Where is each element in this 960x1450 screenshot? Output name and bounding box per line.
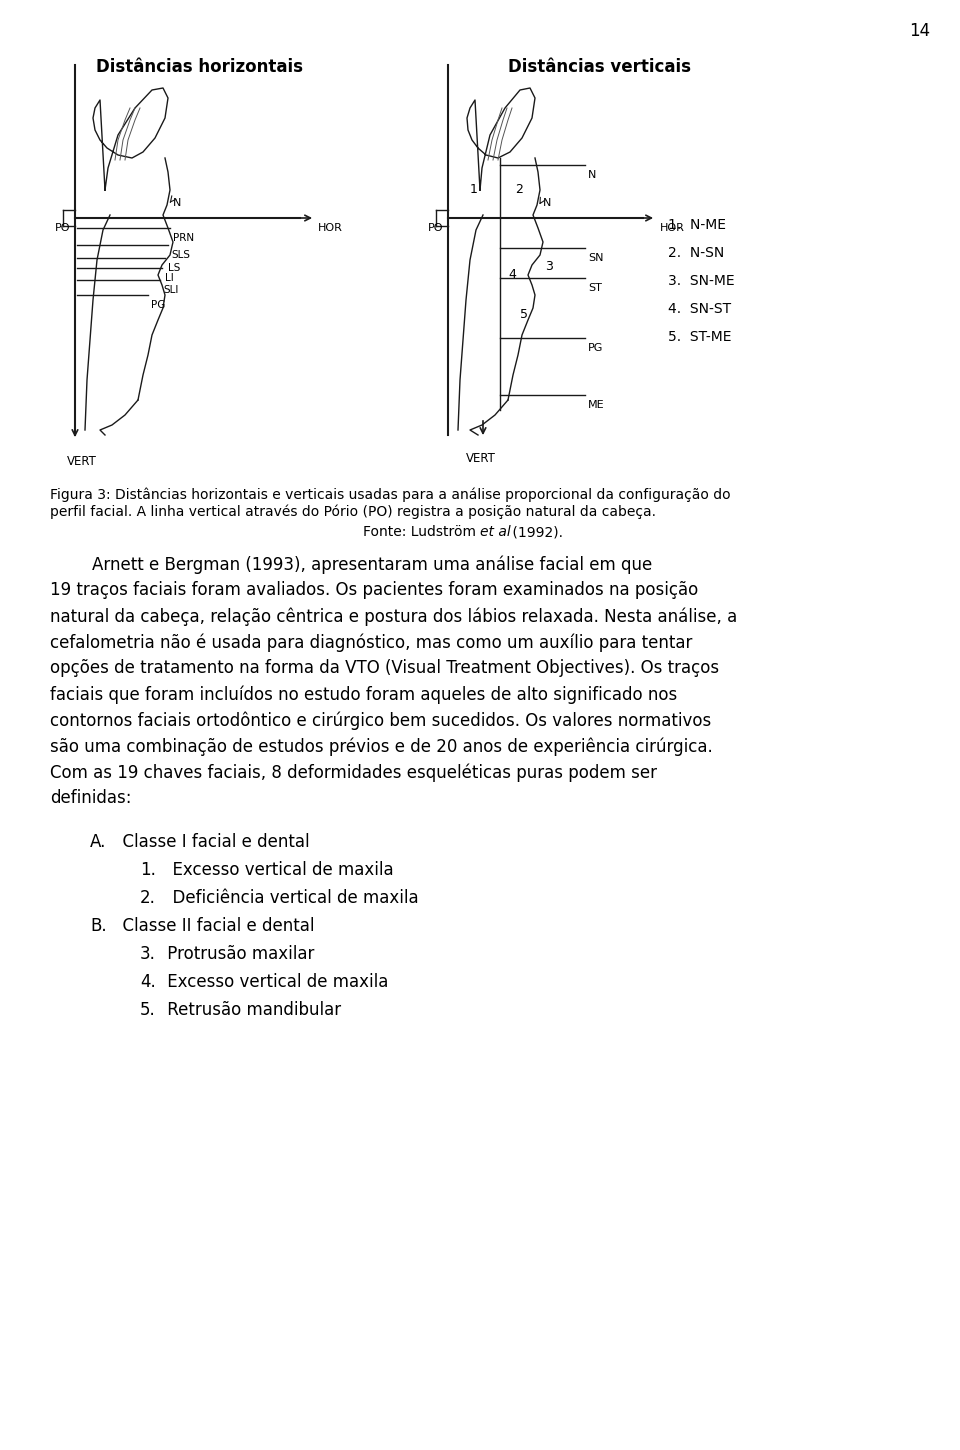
Text: Classe II facial e dental: Classe II facial e dental — [112, 916, 315, 935]
Text: 5: 5 — [520, 307, 528, 320]
Text: ME: ME — [588, 400, 605, 410]
Text: SLS: SLS — [171, 249, 190, 260]
Text: Retrusão mandibular: Retrusão mandibular — [162, 1000, 341, 1019]
Text: 1.  N-ME: 1. N-ME — [668, 218, 726, 232]
Text: 14: 14 — [909, 22, 930, 41]
Text: 1: 1 — [470, 183, 478, 196]
Text: opções de tratamento na forma da VTO (Visual Treatment Objectives). Os traços: opções de tratamento na forma da VTO (Vi… — [50, 658, 719, 677]
Text: Deficiência vertical de maxila: Deficiência vertical de maxila — [162, 889, 419, 908]
Text: Fonte: Ludström: Fonte: Ludström — [363, 525, 480, 539]
Text: Com as 19 chaves faciais, 8 deformidades esqueléticas puras podem ser: Com as 19 chaves faciais, 8 deformidades… — [50, 763, 657, 782]
Text: Distâncias verticais: Distâncias verticais — [509, 58, 691, 75]
Text: B.: B. — [90, 916, 107, 935]
Text: 2: 2 — [515, 183, 523, 196]
Text: Arnett e Bergman (1993), apresentaram uma análise facial em que: Arnett e Bergman (1993), apresentaram um… — [50, 555, 652, 574]
Text: 2.: 2. — [140, 889, 156, 908]
Text: PO: PO — [55, 223, 70, 233]
Text: N: N — [543, 199, 551, 207]
Text: HOR: HOR — [660, 223, 684, 233]
Text: 1.: 1. — [140, 861, 156, 879]
Text: Classe I facial e dental: Classe I facial e dental — [112, 832, 310, 851]
Text: 5.: 5. — [140, 1000, 156, 1019]
Text: contornos faciais ortodôntico e cirúrgico bem sucedidos. Os valores normativos: contornos faciais ortodôntico e cirúrgic… — [50, 710, 711, 729]
Text: LI: LI — [165, 273, 174, 283]
Text: 4.: 4. — [140, 973, 156, 990]
Text: ST: ST — [588, 283, 602, 293]
Text: VERT: VERT — [67, 455, 97, 468]
Text: 3.  SN-ME: 3. SN-ME — [668, 274, 734, 289]
Text: SLI: SLI — [163, 286, 179, 294]
Text: perfil facial. A linha vertical através do Pório (PO) registra a posição natural: perfil facial. A linha vertical através … — [50, 505, 656, 519]
Text: são uma combinação de estudos prévios e de 20 anos de experiência cirúrgica.: são uma combinação de estudos prévios e … — [50, 737, 712, 755]
Text: 3.: 3. — [140, 945, 156, 963]
Text: Protrusão maxilar: Protrusão maxilar — [162, 945, 314, 963]
Text: 19 traços faciais foram avaliados. Os pacientes foram examinados na posição: 19 traços faciais foram avaliados. Os pa… — [50, 581, 698, 599]
Text: A.: A. — [90, 832, 107, 851]
Text: (1992).: (1992). — [508, 525, 563, 539]
Text: Excesso vertical de maxila: Excesso vertical de maxila — [162, 861, 394, 879]
Text: definidas:: definidas: — [50, 789, 132, 808]
Text: Distâncias horizontais: Distâncias horizontais — [97, 58, 303, 75]
Text: cefalometria não é usada para diagnóstico, mas como um auxílio para tentar: cefalometria não é usada para diagnóstic… — [50, 634, 692, 651]
Text: PG: PG — [151, 300, 165, 310]
Text: natural da cabeça, relação cêntrica e postura dos lábios relaxada. Nesta análise: natural da cabeça, relação cêntrica e po… — [50, 608, 737, 625]
Text: Figura 3: Distâncias horizontais e verticais usadas para a análise proporcional : Figura 3: Distâncias horizontais e verti… — [50, 487, 731, 502]
Text: faciais que foram incluídos no estudo foram aqueles de alto significado nos: faciais que foram incluídos no estudo fo… — [50, 684, 677, 703]
Text: SN: SN — [588, 252, 604, 262]
Text: PRN: PRN — [173, 233, 194, 244]
Text: HOR: HOR — [318, 223, 343, 233]
Text: 5.  ST-ME: 5. ST-ME — [668, 331, 732, 344]
Text: Excesso vertical de maxila: Excesso vertical de maxila — [162, 973, 389, 990]
Text: N: N — [588, 170, 596, 180]
Text: 4.  SN-ST: 4. SN-ST — [668, 302, 732, 316]
Text: VERT: VERT — [466, 452, 496, 465]
Text: 4: 4 — [508, 268, 516, 281]
Text: PO: PO — [427, 223, 443, 233]
Text: 2.  N-SN: 2. N-SN — [668, 247, 724, 260]
Text: PG: PG — [588, 344, 604, 352]
Text: et al: et al — [480, 525, 511, 539]
Text: N: N — [173, 199, 181, 207]
Text: 3: 3 — [545, 260, 553, 273]
Text: LS: LS — [168, 262, 180, 273]
